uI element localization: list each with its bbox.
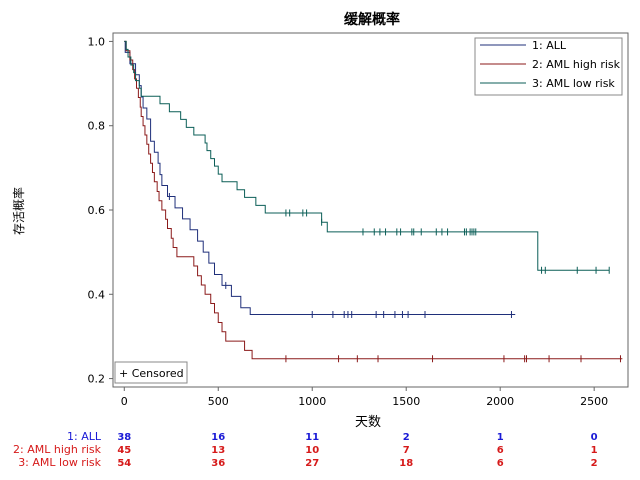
at-risk-count: 2 <box>403 432 410 443</box>
at-risk-count: 1 <box>591 445 598 456</box>
censored-legend-box <box>114 361 188 384</box>
x-tick-label: 2500 <box>580 395 608 408</box>
y-tick-label: 0.8 <box>88 120 106 133</box>
chart-title: 缓解概率 <box>344 11 400 28</box>
censored-legend-label: + Censored <box>119 367 184 380</box>
x-axis-label: 天数 <box>355 415 381 430</box>
legend-box <box>474 37 623 96</box>
legend-label: 3: AML low risk <box>532 77 615 90</box>
legend-label: 1: ALL <box>532 39 567 52</box>
y-axis-label: 存活概率 <box>11 187 26 235</box>
at-risk-count: 36 <box>211 458 225 469</box>
at-risk-row-label: 1: ALL <box>67 430 102 443</box>
censor-marks <box>168 193 621 363</box>
series-line-3 <box>124 40 610 271</box>
at-risk-count: 10 <box>305 445 319 456</box>
series-line-2 <box>124 40 623 360</box>
legend-label: 2: AML high risk <box>532 58 621 71</box>
x-tick-label: 0 <box>121 395 128 408</box>
at-risk-row-label: 2: AML high risk <box>13 443 102 456</box>
x-tick-label: 500 <box>208 395 229 408</box>
at-risk-count: 27 <box>305 458 319 469</box>
at-risk-count: 54 <box>117 458 131 469</box>
y-tick-label: 0.2 <box>88 373 106 386</box>
at-risk-count: 6 <box>497 458 504 469</box>
x-tick-label: 1500 <box>392 395 420 408</box>
x-tick-label: 1000 <box>298 395 326 408</box>
y-tick-label: 0.4 <box>88 288 106 301</box>
censored-legend: + Censored <box>114 361 188 384</box>
at-risk-table: 1: ALL 38 16 11 2 1 02: AML high risk 45 13 10 7 6 1… <box>13 430 598 469</box>
at-risk-row-label: 3: AML low risk <box>18 456 101 469</box>
at-risk-count: 13 <box>211 445 225 456</box>
at-risk-count: 7 <box>403 445 410 456</box>
legend-items: 1: ALL 2: AML high risk 3: AML low risk <box>480 39 621 90</box>
at-risk-count: 45 <box>117 445 131 456</box>
at-risk-count: 11 <box>305 432 319 443</box>
at-risk-count: 18 <box>399 458 413 469</box>
at-risk-count: 1 <box>497 432 504 443</box>
at-risk-count: 2 <box>591 458 598 469</box>
at-risk-count: 6 <box>497 445 504 456</box>
at-risk-count: 0 <box>591 432 598 443</box>
series-group <box>124 40 623 360</box>
y-tick-label: 0.6 <box>88 204 106 217</box>
axis-ticks: 0 500 1000 1500 2000 2500 0.2 0.4 0.6 0.8 1.0 <box>88 35 609 408</box>
x-tick-label: 2000 <box>486 395 514 408</box>
y-tick-label: 1.0 <box>88 35 106 48</box>
at-risk-count: 16 <box>211 432 225 443</box>
legend: 1: ALL 2: AML high risk 3: AML low risk <box>474 37 623 96</box>
series-line-1 <box>124 40 516 316</box>
at-risk-count: 38 <box>117 432 131 443</box>
